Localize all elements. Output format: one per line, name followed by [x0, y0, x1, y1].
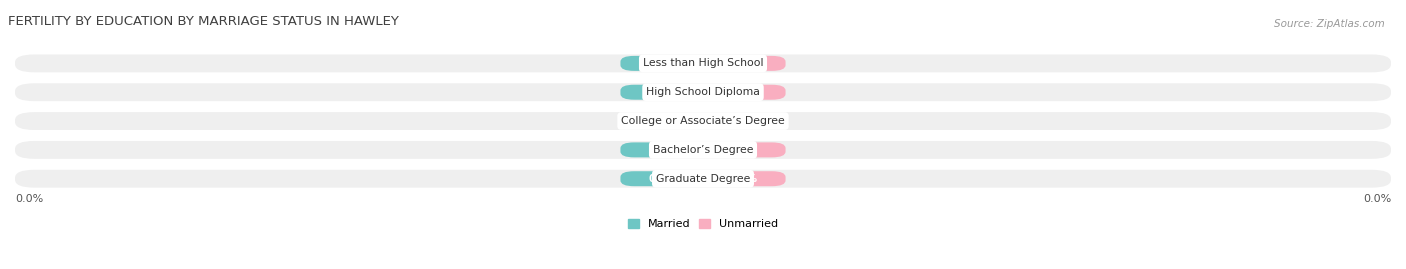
Text: FERTILITY BY EDUCATION BY MARRIAGE STATUS IN HAWLEY: FERTILITY BY EDUCATION BY MARRIAGE STATU…: [8, 15, 399, 28]
Text: 0.0%: 0.0%: [648, 116, 675, 126]
Text: 0.0%: 0.0%: [15, 194, 44, 204]
FancyBboxPatch shape: [15, 141, 1391, 159]
Text: 0.0%: 0.0%: [648, 87, 675, 97]
Text: 0.0%: 0.0%: [731, 58, 758, 68]
Text: Less than High School: Less than High School: [643, 58, 763, 68]
Text: 0.0%: 0.0%: [731, 174, 758, 184]
Text: 0.0%: 0.0%: [648, 58, 675, 68]
FancyBboxPatch shape: [620, 171, 703, 186]
Legend: Married, Unmarried: Married, Unmarried: [623, 214, 783, 234]
FancyBboxPatch shape: [703, 85, 786, 100]
Text: 0.0%: 0.0%: [731, 145, 758, 155]
FancyBboxPatch shape: [15, 112, 1391, 130]
Text: Graduate Degree: Graduate Degree: [655, 174, 751, 184]
Text: Bachelor’s Degree: Bachelor’s Degree: [652, 145, 754, 155]
FancyBboxPatch shape: [620, 114, 703, 129]
FancyBboxPatch shape: [703, 114, 786, 129]
Text: 0.0%: 0.0%: [731, 116, 758, 126]
FancyBboxPatch shape: [15, 170, 1391, 188]
Text: 0.0%: 0.0%: [648, 174, 675, 184]
Text: Source: ZipAtlas.com: Source: ZipAtlas.com: [1274, 19, 1385, 29]
FancyBboxPatch shape: [620, 85, 703, 100]
Text: College or Associate’s Degree: College or Associate’s Degree: [621, 116, 785, 126]
Text: 0.0%: 0.0%: [1362, 194, 1391, 204]
FancyBboxPatch shape: [620, 56, 703, 71]
Text: High School Diploma: High School Diploma: [647, 87, 759, 97]
FancyBboxPatch shape: [15, 83, 1391, 101]
Text: 0.0%: 0.0%: [731, 87, 758, 97]
FancyBboxPatch shape: [15, 54, 1391, 72]
FancyBboxPatch shape: [620, 142, 703, 157]
FancyBboxPatch shape: [703, 171, 786, 186]
FancyBboxPatch shape: [703, 142, 786, 157]
Text: 0.0%: 0.0%: [648, 145, 675, 155]
FancyBboxPatch shape: [703, 56, 786, 71]
